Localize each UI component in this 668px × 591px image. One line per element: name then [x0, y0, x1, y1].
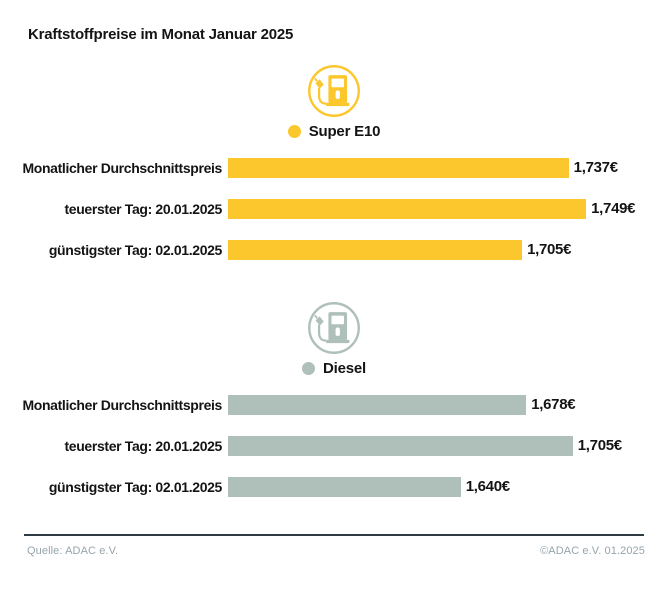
bar-track: 1,678€ — [228, 394, 640, 415]
bar-row-label: günstigster Tag: 02.01.2025 — [48, 241, 222, 258]
bar-value: 1,705€ — [577, 437, 622, 454]
fuel-pump-icon — [306, 300, 362, 356]
bar — [228, 157, 569, 178]
bar-row: teuerster Tag: 20.01.2025 1,705€ — [0, 435, 668, 456]
bar-track: 1,640€ — [228, 476, 640, 497]
fuel-pump-icon — [306, 63, 362, 119]
legend-label: Diesel — [323, 360, 366, 377]
bar — [228, 435, 573, 456]
bar-track: 1,737€ — [228, 157, 640, 178]
bar-row: günstigster Tag: 02.01.2025 1,705€ — [0, 239, 668, 260]
bar-row: günstigster Tag: 02.01.2025 1,640€ — [0, 476, 668, 497]
bar-group-diesel: Monatlicher Durchschnittspreis 1,678€ te… — [0, 394, 668, 497]
bar — [228, 476, 461, 497]
bar-row-label: günstigster Tag: 02.01.2025 — [48, 478, 222, 495]
page-title: Kraftstoffpreise im Monat Januar 2025 — [28, 26, 294, 43]
bar-row: Monatlicher Durchschnittspreis 1,678€ — [0, 394, 668, 415]
bar-value: 1,678€ — [531, 396, 576, 413]
bar — [228, 239, 523, 260]
bar — [228, 198, 587, 219]
bar-value: 1,640€ — [465, 478, 510, 495]
legend-dot — [302, 362, 315, 375]
bar-track: 1,705€ — [228, 239, 640, 260]
legend-dot — [287, 125, 301, 138]
legend-diesel: Diesel — [302, 360, 366, 377]
section-header-diesel: Diesel — [0, 300, 668, 377]
footer: Quelle: ADAC e.V. ©ADAC e.V. 01.2025 — [0, 545, 668, 557]
legend-super-e10: Super E10 — [287, 123, 381, 140]
bar-value: 1,705€ — [527, 241, 572, 258]
bar-value: 1,749€ — [591, 200, 636, 217]
footer-divider — [24, 534, 644, 536]
copyright-notice: ©ADAC e.V. 01.2025 — [540, 545, 645, 557]
bar-row-label: Monatlicher Durchschnittspreis — [22, 159, 222, 176]
bar-group-super-e10: Monatlicher Durchschnittspreis 1,737€ te… — [0, 157, 668, 260]
bar-row: teuerster Tag: 20.01.2025 1,749€ — [0, 198, 668, 219]
bar-row-label: Monatlicher Durchschnittspreis — [22, 396, 222, 413]
bar-row-label: teuerster Tag: 20.01.2025 — [64, 200, 222, 217]
bar-track: 1,705€ — [228, 435, 640, 456]
bar — [228, 394, 527, 415]
section-header-super-e10: Super E10 — [0, 63, 668, 140]
bar-value: 1,737€ — [573, 159, 618, 176]
bar-track: 1,749€ — [228, 198, 640, 219]
source-credit: Quelle: ADAC e.V. — [27, 545, 119, 557]
bar-row: Monatlicher Durchschnittspreis 1,737€ — [0, 157, 668, 178]
legend-label: Super E10 — [308, 123, 381, 140]
bar-row-label: teuerster Tag: 20.01.2025 — [64, 437, 222, 454]
